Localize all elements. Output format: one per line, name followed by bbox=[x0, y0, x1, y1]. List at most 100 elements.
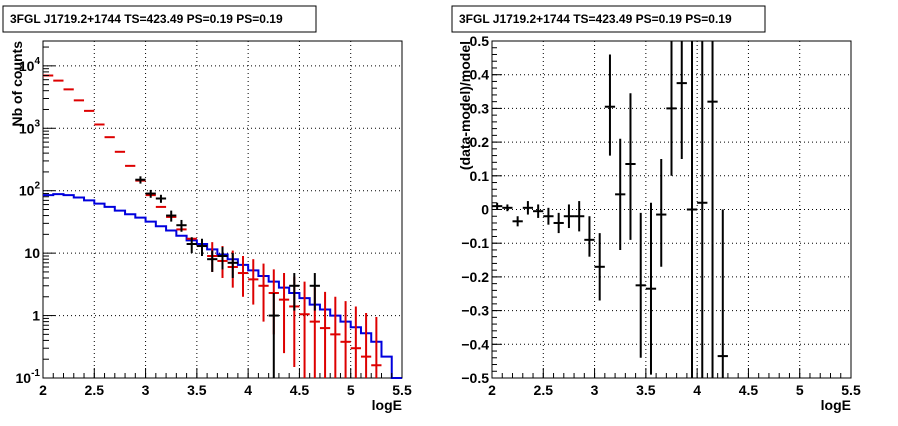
c0-data-point bbox=[145, 189, 156, 198]
c0-data-point bbox=[217, 247, 228, 270]
c0-data-point bbox=[268, 292, 279, 378]
c1-data-point bbox=[676, 41, 687, 159]
c0-data-point bbox=[176, 219, 187, 232]
c1-data-point bbox=[686, 41, 698, 378]
c0-y-tick-label: 1 bbox=[32, 308, 40, 324]
c0-data-point bbox=[371, 316, 382, 378]
c1-data-point bbox=[666, 41, 677, 176]
c0-series-2 bbox=[135, 176, 320, 378]
c1-data-point bbox=[615, 138, 626, 250]
c1-data-point bbox=[594, 233, 605, 301]
c0-data-point bbox=[135, 176, 146, 184]
c0-x-tick-label: 4 bbox=[244, 382, 252, 398]
c1-x-tick-label: 2.5 bbox=[534, 382, 554, 398]
c1-data-point bbox=[656, 158, 667, 267]
c0-data-point bbox=[155, 194, 167, 203]
c0-data-point bbox=[289, 273, 300, 311]
c0-data-point bbox=[207, 250, 218, 272]
c1-y-tick-label: 0.4 bbox=[470, 67, 490, 83]
c1-x-tick-label: 2 bbox=[488, 382, 496, 398]
c1-y-tick-label: −0.3 bbox=[461, 303, 489, 319]
c0-data-point bbox=[360, 312, 372, 378]
residual-axes: 2 2.5 3 3.5 4 4.5 5 5.5 −0.5 −0.4 −0.3 −0.2 −0.1 0 0.1… bbox=[461, 33, 861, 398]
counts-grid bbox=[43, 41, 402, 378]
counts-title-box: 3FGL J1719.2+1744 TS=423.49 PS=0.19 PS=0… bbox=[2, 5, 317, 33]
c1-data-point bbox=[543, 207, 554, 225]
counts-plot-frame bbox=[42, 40, 403, 379]
c1-x-tick-label: 4.5 bbox=[739, 382, 759, 398]
c1-y-tick-label: −0.1 bbox=[461, 235, 489, 251]
c0-x-tick-label: 3.5 bbox=[187, 382, 207, 398]
c1-data-point bbox=[563, 204, 575, 229]
c1-data-point bbox=[697, 41, 708, 378]
c0-y-tick-label: 102 bbox=[19, 181, 41, 199]
c1-data-point bbox=[574, 201, 585, 232]
c0-data-point bbox=[166, 210, 177, 222]
residual-grid bbox=[492, 41, 851, 378]
residual-y-axis-title: (data-model)/model bbox=[457, 41, 473, 170]
c0-x-tick-label: 5 bbox=[347, 382, 355, 398]
c0-data-point bbox=[186, 237, 197, 254]
c1-data-point bbox=[533, 204, 544, 218]
c1-x-tick-label: 3 bbox=[591, 382, 599, 398]
counts-y-axis-title: Nb of counts bbox=[9, 41, 25, 127]
c0-y-tick-label: 10 bbox=[24, 245, 40, 261]
residual-title-frame bbox=[451, 5, 766, 33]
counts-title-frame bbox=[2, 5, 317, 33]
residual-panel: 2 2.5 3 3.5 4 4.5 5 5.5 −0.5 −0.4 −0.3 −0.2 −0.1 0 0.1… bbox=[451, 5, 861, 413]
c0-x-tick-label: 4.5 bbox=[290, 382, 310, 398]
c1-x-tick-label: 3.5 bbox=[636, 382, 656, 398]
c0-data-point bbox=[330, 296, 341, 378]
c1-y-tick-label: −0.2 bbox=[461, 269, 489, 285]
c1-data-point bbox=[553, 212, 564, 234]
residual-series bbox=[492, 41, 728, 378]
c0-data-point bbox=[309, 273, 320, 311]
c0-x-tick-label: 2 bbox=[39, 382, 47, 398]
c1-data-point bbox=[604, 54, 616, 156]
c0-data-point bbox=[299, 281, 310, 378]
c0-y-tick-label: 103 bbox=[19, 118, 41, 136]
counts-axes: 2 2.5 3 3.5 4 4.5 5 5.5 10-1 1 10 102 103 104 bbox=[16, 46, 412, 398]
c0-y-tick-label: 10-1 bbox=[16, 368, 41, 386]
c1-data-point bbox=[522, 201, 534, 215]
c1-data-point bbox=[717, 209, 728, 378]
c0-data-point bbox=[278, 273, 290, 354]
c1-y-tick-label: 0.2 bbox=[470, 134, 490, 150]
c1-x-tick-label: 5.5 bbox=[841, 382, 861, 398]
c1-y-tick-label: 0 bbox=[481, 202, 489, 218]
c0-x-tick-label: 3 bbox=[142, 382, 150, 398]
c0-x-tick-label: 5.5 bbox=[392, 382, 412, 398]
counts-title: 3FGL J1719.2+1744 TS=423.49 PS=0.19 PS=0… bbox=[10, 12, 283, 26]
c1-data-point bbox=[492, 202, 503, 210]
c0-data-point bbox=[340, 301, 351, 378]
c1-data-point bbox=[707, 41, 718, 378]
c0-x-tick-label: 2.5 bbox=[85, 382, 105, 398]
c1-y-tick-label: 0.5 bbox=[470, 33, 490, 49]
c1-y-tick-label: 0.1 bbox=[470, 168, 490, 184]
c1-data-point bbox=[625, 93, 636, 240]
c1-series-0 bbox=[492, 41, 728, 378]
c1-data-point bbox=[584, 216, 595, 257]
c0-data-point bbox=[258, 263, 269, 322]
c1-y-tick-label: −0.5 bbox=[461, 370, 489, 386]
c1-x-tick-label: 4 bbox=[693, 382, 701, 398]
residual-x-axis-title: logE bbox=[821, 397, 851, 413]
c1-data-point bbox=[512, 216, 523, 227]
c1-y-tick-label: −0.4 bbox=[461, 336, 489, 352]
c0-data-point bbox=[227, 253, 238, 278]
counts-x-axis-title: logE bbox=[372, 397, 402, 413]
c1-data-point bbox=[502, 204, 513, 212]
c1-data-point bbox=[645, 202, 657, 375]
c1-data-point bbox=[635, 212, 646, 358]
c0-y-tick-label: 104 bbox=[19, 56, 41, 74]
c0-data-point bbox=[237, 255, 249, 297]
c1-y-tick-label: 0.3 bbox=[470, 100, 490, 116]
c1-x-tick-label: 5 bbox=[796, 382, 804, 398]
c0-data-point bbox=[196, 238, 208, 256]
counts-panel: 2 2.5 3 3.5 4 4.5 5 5.5 10-1 1 10 102 103 104 3FGL J1… bbox=[2, 5, 412, 413]
c0-data-point bbox=[248, 259, 259, 305]
counts-series bbox=[43, 74, 402, 379]
c0-data-point bbox=[319, 291, 331, 378]
